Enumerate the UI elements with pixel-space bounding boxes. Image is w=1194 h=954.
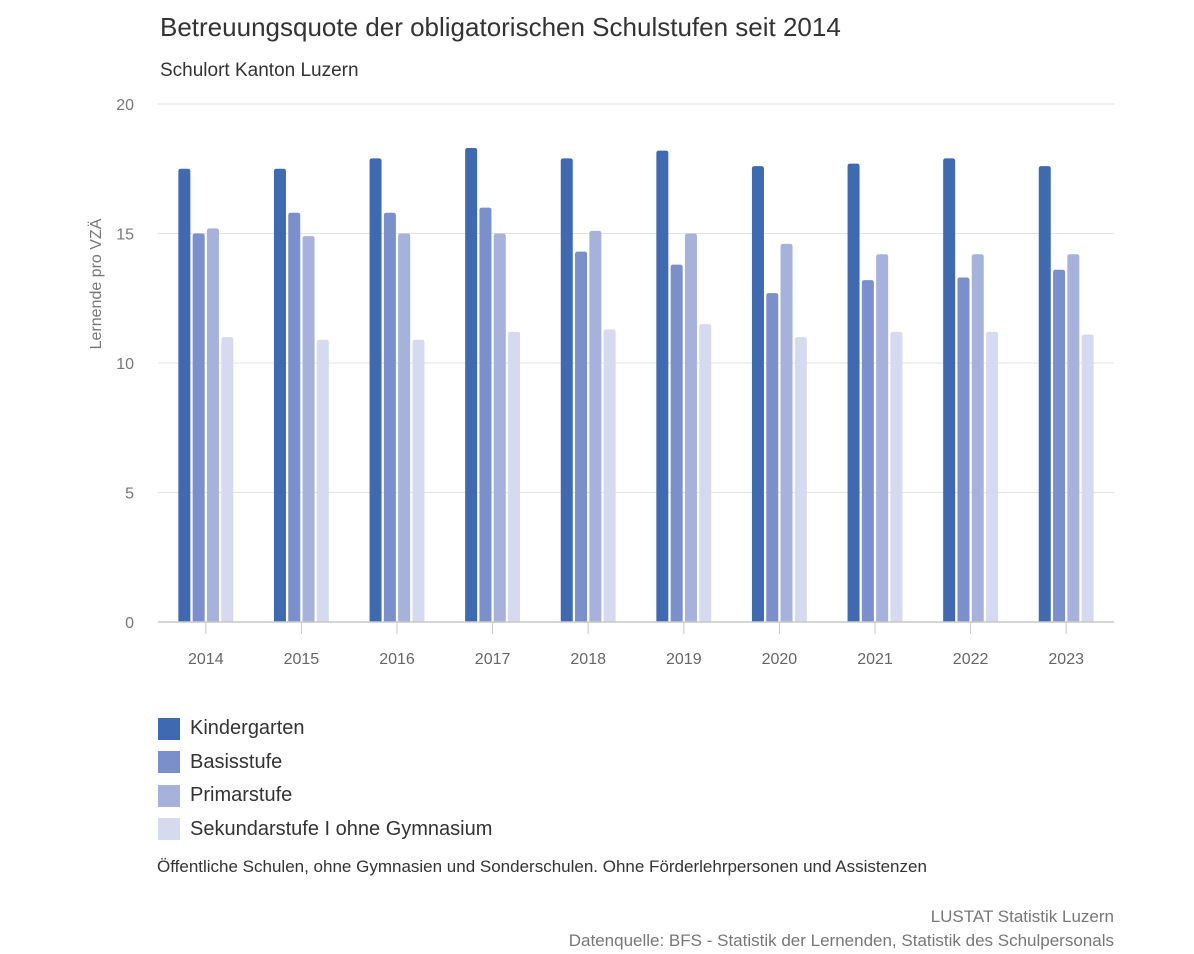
bar — [943, 158, 956, 622]
credit-publisher: LUSTAT Statistik Luzern — [930, 907, 1114, 926]
x-tick-label: 2023 — [1048, 651, 1084, 668]
bar — [986, 331, 999, 622]
x-tick-label: 2017 — [475, 651, 511, 668]
bar — [412, 339, 425, 622]
bar — [398, 233, 411, 622]
legend-item-kindergarten[interactable]: Kindergarten — [158, 712, 492, 746]
x-tick-label: 2020 — [762, 651, 798, 668]
legend-item-primarstufe[interactable]: Primarstufe — [158, 779, 492, 813]
bar — [847, 163, 860, 622]
bar — [971, 254, 984, 622]
x-tick-label: 2018 — [570, 651, 606, 668]
bar — [684, 233, 697, 622]
bar — [670, 264, 683, 622]
bar — [766, 293, 779, 622]
bar — [508, 331, 521, 622]
legend-label: Sekundarstufe I ohne Gymnasium — [190, 817, 493, 840]
bar — [656, 150, 669, 622]
bar — [861, 280, 874, 622]
credit-source: Datenquelle: BFS - Statistik der Lernend… — [568, 931, 1114, 950]
legend-item-basisstufe[interactable]: Basisstufe — [158, 746, 492, 780]
bar — [575, 251, 588, 622]
credit: LUSTAT Statistik Luzern Datenquelle: BFS… — [569, 905, 1114, 953]
bar — [957, 277, 970, 622]
x-tick-label: 2021 — [857, 651, 893, 668]
y-tick-label: 0 — [125, 615, 134, 632]
y-tick-label: 15 — [116, 227, 134, 244]
bar — [1067, 254, 1080, 622]
legend-label: Primarstufe — [190, 784, 293, 807]
chart-subtitle: Schulort Kanton Luzern — [160, 60, 359, 81]
bar — [699, 324, 712, 622]
bar — [206, 228, 219, 622]
bar — [465, 148, 478, 622]
chart-note: Öffentliche Schulen, ohne Gymnasien und … — [157, 857, 927, 876]
bar — [288, 212, 301, 622]
x-tick-label: 2022 — [953, 651, 989, 668]
bar — [369, 158, 382, 622]
bar — [890, 331, 903, 622]
legend-label: Basisstufe — [190, 750, 283, 773]
bar — [780, 243, 793, 623]
bar — [302, 236, 315, 622]
chart-title: Betreuungsquote der obligatorischen Schu… — [160, 12, 841, 42]
bar-chart: 0 5 10 15 20 Lernende pro VZÄ 2014 2015 2016 2017… — [87, 97, 1114, 668]
bar — [221, 337, 234, 622]
x-tick-label: 2015 — [284, 651, 320, 668]
bar — [1038, 166, 1051, 622]
bar — [479, 207, 492, 622]
bar — [273, 168, 286, 622]
bar — [178, 168, 191, 622]
bar — [589, 230, 602, 622]
y-tick-label: 20 — [116, 97, 134, 114]
bar — [794, 337, 807, 622]
legend: Kindergarten Basisstufe Primarstufe Seku… — [158, 712, 492, 846]
bar — [1053, 269, 1066, 622]
bar — [876, 254, 889, 622]
bar — [560, 158, 573, 622]
x-tick-label: 2016 — [379, 651, 415, 668]
bar — [383, 212, 396, 622]
legend-item-sekundarstufe[interactable]: Sekundarstufe I ohne Gymnasium — [158, 813, 492, 847]
bar — [751, 166, 764, 622]
bar — [192, 233, 205, 622]
legend-swatch-sekundarstufe — [158, 818, 180, 841]
bar — [603, 329, 616, 622]
legend-swatch-basisstufe — [158, 751, 180, 774]
bar — [493, 233, 506, 622]
y-axis-title: Lernende pro VZÄ — [87, 218, 105, 349]
x-tick-label: 2014 — [188, 651, 224, 668]
x-tick-label: 2019 — [666, 651, 702, 668]
legend-swatch-primarstufe — [158, 784, 180, 807]
bar — [1081, 334, 1094, 622]
legend-label: Kindergarten — [190, 717, 305, 740]
y-tick-label: 5 — [125, 486, 134, 503]
legend-swatch-kindergarten — [158, 717, 180, 740]
bar — [316, 339, 329, 622]
y-tick-label: 10 — [116, 356, 134, 373]
